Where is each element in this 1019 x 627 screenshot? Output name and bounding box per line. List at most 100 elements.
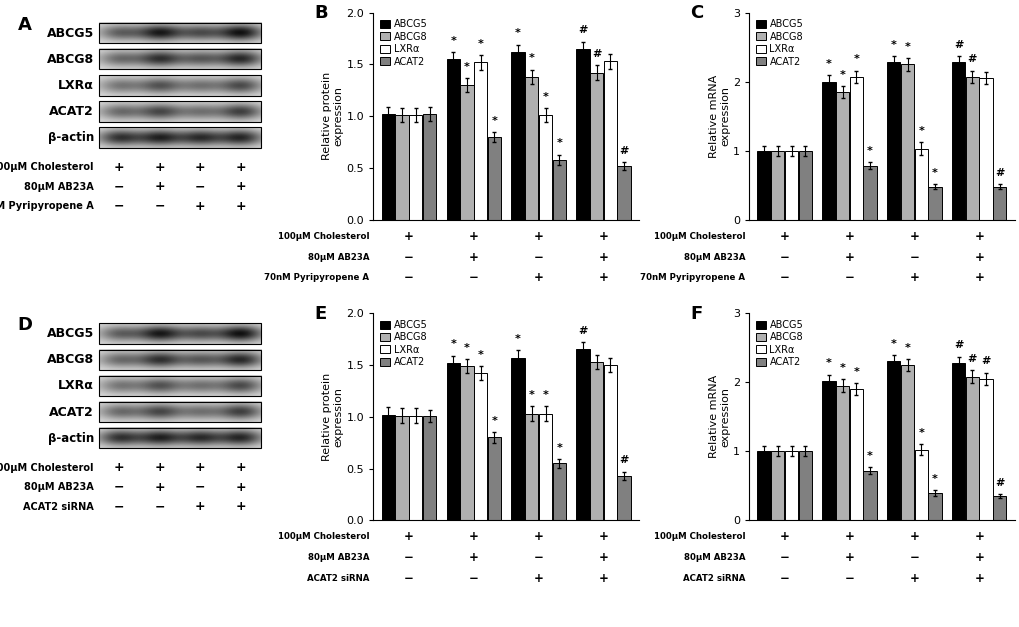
Text: *: * bbox=[449, 339, 455, 349]
Text: #: # bbox=[578, 25, 587, 35]
Text: *: * bbox=[904, 42, 910, 52]
Text: *: * bbox=[917, 428, 923, 438]
Text: LXRα: LXRα bbox=[58, 79, 94, 92]
Text: *: * bbox=[555, 139, 561, 149]
Bar bbox=[99, 75, 261, 95]
Text: −: − bbox=[114, 500, 124, 513]
Text: +: + bbox=[844, 230, 854, 243]
Text: +: + bbox=[779, 530, 789, 544]
Text: −: − bbox=[154, 199, 165, 213]
Text: +: + bbox=[154, 461, 165, 475]
Bar bbox=[446, 363, 460, 520]
Text: *: * bbox=[890, 339, 896, 349]
Text: +: + bbox=[154, 180, 165, 193]
Text: +: + bbox=[114, 161, 124, 174]
Bar bbox=[99, 102, 261, 122]
Text: #: # bbox=[980, 356, 989, 366]
Text: +: + bbox=[844, 251, 854, 263]
Text: *: * bbox=[853, 367, 859, 377]
Bar bbox=[99, 23, 261, 43]
Bar bbox=[589, 362, 602, 520]
Y-axis label: Relative protein
expression: Relative protein expression bbox=[322, 372, 343, 461]
Bar bbox=[757, 150, 770, 220]
Text: 100μM Cholesterol: 100μM Cholesterol bbox=[278, 532, 369, 542]
Text: −: − bbox=[844, 271, 854, 285]
Text: *: * bbox=[464, 342, 470, 352]
Bar bbox=[616, 166, 630, 220]
Text: ABCG5: ABCG5 bbox=[47, 327, 94, 340]
Text: −: − bbox=[154, 500, 165, 513]
Y-axis label: Relative mRNA
expression: Relative mRNA expression bbox=[708, 375, 730, 458]
Text: +: + bbox=[195, 500, 205, 513]
Text: *: * bbox=[515, 28, 521, 38]
Text: #: # bbox=[953, 340, 962, 350]
Bar bbox=[900, 365, 913, 520]
Text: +: + bbox=[533, 572, 543, 585]
Bar bbox=[757, 451, 770, 520]
Bar bbox=[511, 52, 524, 220]
Text: +: + bbox=[533, 230, 543, 243]
Text: +: + bbox=[844, 530, 854, 544]
Bar bbox=[914, 450, 927, 520]
Text: +: + bbox=[404, 530, 414, 544]
Text: +: + bbox=[235, 461, 246, 475]
Text: *: * bbox=[449, 36, 455, 46]
Text: +: + bbox=[404, 230, 414, 243]
Text: C: C bbox=[690, 4, 703, 22]
Bar bbox=[785, 150, 798, 220]
Bar bbox=[951, 363, 964, 520]
Text: +: + bbox=[469, 251, 478, 263]
Text: *: * bbox=[866, 146, 872, 156]
Text: *: * bbox=[464, 61, 470, 71]
Text: −: − bbox=[533, 251, 543, 263]
Bar bbox=[576, 349, 589, 520]
Text: *: * bbox=[853, 55, 859, 65]
Bar bbox=[993, 496, 1006, 520]
Text: B: B bbox=[315, 4, 328, 22]
Bar bbox=[525, 76, 538, 220]
Bar bbox=[474, 62, 487, 220]
Text: F: F bbox=[690, 305, 702, 323]
Text: #: # bbox=[953, 40, 962, 50]
Text: −: − bbox=[114, 180, 124, 193]
Text: −: − bbox=[779, 271, 789, 285]
Text: *: * bbox=[542, 390, 548, 400]
Bar bbox=[927, 493, 941, 520]
Text: +: + bbox=[909, 530, 918, 544]
Bar bbox=[423, 114, 436, 220]
Bar bbox=[951, 62, 964, 220]
Text: #: # bbox=[619, 455, 628, 465]
Text: −: − bbox=[533, 551, 543, 564]
Text: ABCG5: ABCG5 bbox=[47, 26, 94, 40]
Text: *: * bbox=[528, 390, 534, 400]
Text: +: + bbox=[533, 271, 543, 285]
Text: *: * bbox=[542, 92, 548, 102]
Bar bbox=[99, 402, 261, 422]
Text: 100μM Cholesterol: 100μM Cholesterol bbox=[653, 532, 745, 542]
Text: #: # bbox=[578, 326, 587, 336]
Bar bbox=[395, 416, 409, 520]
Text: 100μM Cholesterol: 100μM Cholesterol bbox=[0, 162, 94, 172]
Text: +: + bbox=[195, 161, 205, 174]
Text: +: + bbox=[909, 572, 918, 585]
Text: −: − bbox=[909, 251, 918, 263]
Text: β-actin: β-actin bbox=[48, 131, 94, 144]
Bar bbox=[978, 78, 991, 220]
Text: −: − bbox=[404, 572, 414, 585]
Legend: ABCG5, ABCG8, LXRα, ACAT2: ABCG5, ABCG8, LXRα, ACAT2 bbox=[378, 318, 429, 369]
Text: ABCG8: ABCG8 bbox=[47, 53, 94, 66]
Text: +: + bbox=[973, 251, 983, 263]
Text: ACAT2 siRNA: ACAT2 siRNA bbox=[23, 502, 94, 512]
Bar bbox=[381, 114, 394, 220]
Text: ACAT2: ACAT2 bbox=[49, 406, 94, 419]
Text: +: + bbox=[235, 481, 246, 493]
Bar bbox=[798, 150, 811, 220]
Bar bbox=[914, 149, 927, 220]
Text: +: + bbox=[195, 461, 205, 475]
Text: #: # bbox=[591, 49, 601, 59]
Text: ACAT2 siRNA: ACAT2 siRNA bbox=[307, 574, 369, 583]
Bar bbox=[965, 76, 978, 220]
Bar bbox=[99, 376, 261, 396]
Y-axis label: Relative mRNA
expression: Relative mRNA expression bbox=[708, 75, 730, 158]
Text: +: + bbox=[973, 230, 983, 243]
